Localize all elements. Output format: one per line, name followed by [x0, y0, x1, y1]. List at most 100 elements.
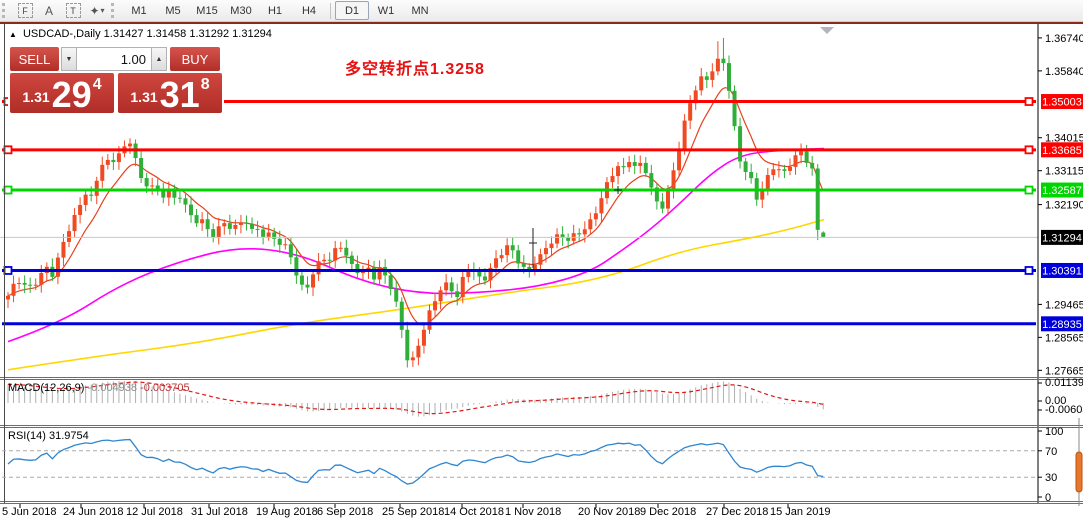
candle-body: [804, 151, 809, 163]
candle-body: [22, 283, 27, 285]
timeframe-mn-button[interactable]: MN: [411, 4, 429, 17]
candle-body: [139, 158, 144, 179]
rsi-label: RSI(14) 31.9754: [8, 430, 89, 442]
candle-body: [677, 148, 682, 171]
candle-body: [166, 189, 171, 198]
sell-price-box[interactable]: 1.31 29 4: [10, 73, 114, 113]
candle-body: [799, 151, 804, 156]
candle-body: [55, 257, 60, 277]
price-axis[interactable]: 1.36740 1.35840 1.34015 1.33115 1.32190 1.294…: [1037, 24, 1083, 503]
ohlc-low: 1.31292: [189, 28, 230, 40]
date-axis[interactable]: 5 Jun 2018 24 Jun 2018 12 Jul 2018 31 Jul 2…: [2, 504, 831, 518]
candle-body: [510, 245, 515, 251]
arrows-tool-button[interactable]: ✦ ▾: [85, 2, 109, 20]
timeframe-h1-button[interactable]: H1: [267, 4, 283, 17]
candle-body: [322, 259, 327, 262]
price-tick-label: 1.33115: [1045, 166, 1083, 178]
toolbar-grip[interactable]: [2, 3, 9, 18]
candle-body: [394, 288, 399, 302]
timeframe-d1-button[interactable]: D1: [335, 1, 369, 20]
candle-body: [161, 189, 166, 198]
sell-button[interactable]: SELL: [10, 47, 59, 71]
candle-body: [738, 126, 743, 162]
macd-signal-line: [7, 381, 824, 415]
candle-body: [272, 232, 277, 239]
candle-body: [421, 329, 426, 346]
hline-1.30391[interactable]: [2, 266, 1036, 275]
price-label-text: 1.35003: [1042, 97, 1082, 109]
timeframe-w1-button[interactable]: W1: [377, 4, 395, 17]
candle-body: [183, 198, 188, 205]
candle-body: [499, 255, 504, 259]
candle-body: [433, 301, 438, 311]
line-handle[interactable]: [1024, 266, 1034, 275]
toolbar-separator: [330, 2, 331, 19]
timeframe-m5-button[interactable]: M5: [165, 4, 181, 17]
hline-1.33685[interactable]: [2, 145, 1036, 155]
text-tool-button[interactable]: A: [37, 2, 61, 20]
line-handle[interactable]: [1024, 185, 1034, 195]
candle-body: [155, 185, 160, 190]
line-handle[interactable]: [3, 266, 13, 275]
candle-body: [732, 90, 737, 127]
volume-stepper: ▼ 1.00 ▲: [61, 47, 167, 71]
candle-body: [255, 228, 260, 230]
timeframe-h4-button[interactable]: H4: [301, 4, 317, 17]
arrows-tool-icon: ✦: [89, 3, 100, 18]
sell-price-big: 29: [51, 73, 92, 115]
hline-1.32587[interactable]: [2, 185, 1036, 195]
line-handle[interactable]: [1024, 145, 1034, 155]
buy-button[interactable]: BUY: [170, 47, 220, 71]
sell-button-label: SELL: [18, 51, 51, 67]
candle-body: [688, 103, 693, 121]
candle-body: [577, 233, 582, 235]
fibonacci-tool-button[interactable]: F: [13, 2, 37, 20]
line-handle[interactable]: [3, 145, 13, 155]
price-tick-label: 1.32190: [1045, 200, 1083, 212]
buy-price-big: 31: [159, 73, 200, 115]
candle-body: [654, 187, 659, 202]
timeframe-m1-button[interactable]: M1: [131, 4, 147, 17]
candle-body: [333, 248, 338, 261]
candle-body: [771, 169, 776, 176]
line-handle[interactable]: [1024, 97, 1034, 106]
candle-body: [660, 201, 665, 209]
price-tick-label: 1.27665: [1045, 365, 1083, 377]
candle-body: [765, 175, 770, 190]
candle-body: [144, 178, 149, 187]
line-handle[interactable]: [3, 185, 13, 195]
candle-body: [388, 275, 393, 289]
date-label: 19 Aug 2018: [256, 506, 318, 518]
ohlc-open: 1.31427: [103, 28, 144, 40]
label-tool-button[interactable]: T: [61, 2, 85, 20]
scrollbar-thumb[interactable]: [1075, 451, 1083, 493]
timeframe-m15-button[interactable]: M15: [196, 4, 218, 17]
candle-body: [78, 204, 83, 215]
candle-body: [555, 234, 560, 244]
candle-body: [582, 229, 587, 235]
date-label: 9 Dec 2018: [640, 506, 696, 518]
horizontal-lines: [0, 97, 1038, 326]
candle-body: [233, 224, 238, 229]
candle-body: [316, 261, 321, 275]
timeframe-m30-button[interactable]: M30: [230, 4, 252, 17]
candle-body: [593, 213, 598, 220]
date-label: 1 Nov 2018: [505, 506, 561, 518]
candle-body: [516, 250, 521, 264]
candle-body: [460, 276, 465, 297]
volume-decrease-button[interactable]: ▼: [61, 47, 77, 71]
volume-input[interactable]: 1.00: [77, 47, 151, 71]
moving-averages: [7, 87, 825, 371]
candle-body: [6, 295, 10, 300]
buy-price-box[interactable]: 1.31 31 8: [118, 73, 222, 113]
candle-body: [749, 171, 754, 179]
volume-increase-button[interactable]: ▲: [151, 47, 167, 71]
toolbar-grip2[interactable]: [111, 3, 118, 18]
price-label-text: 1.31294: [1042, 232, 1082, 244]
candle-body: [538, 254, 543, 265]
candle-body: [28, 284, 33, 286]
candle-body: [810, 162, 815, 169]
price-label-box: [1041, 94, 1083, 110]
